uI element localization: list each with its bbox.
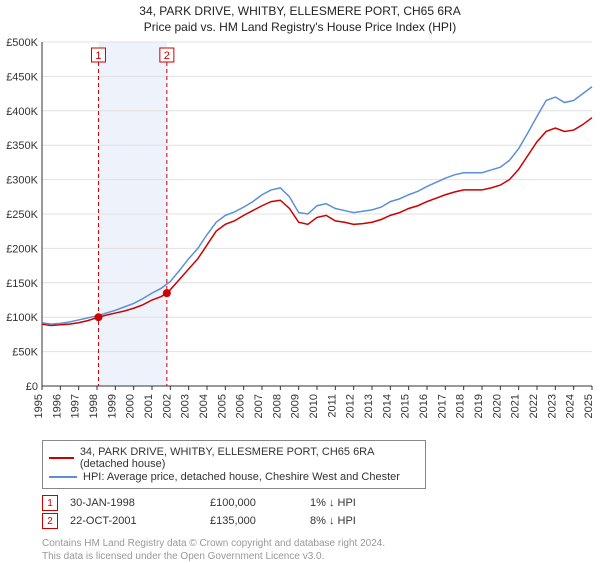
svg-text:1997: 1997 bbox=[70, 394, 82, 418]
svg-text:2010: 2010 bbox=[308, 394, 320, 418]
svg-text:£150K: £150K bbox=[6, 278, 38, 290]
svg-text:£250K: £250K bbox=[6, 209, 38, 221]
svg-text:2004: 2004 bbox=[198, 394, 210, 418]
svg-text:£400K: £400K bbox=[6, 106, 38, 118]
svg-text:2024: 2024 bbox=[565, 394, 577, 418]
legend-swatch bbox=[49, 476, 77, 478]
svg-text:2023: 2023 bbox=[546, 394, 558, 418]
legend-label: 34, PARK DRIVE, WHITBY, ELLESMERE PORT, … bbox=[80, 446, 419, 470]
svg-text:1: 1 bbox=[95, 50, 101, 62]
chart-title: 34, PARK DRIVE, WHITBY, ELLESMERE PORT, … bbox=[0, 4, 600, 18]
svg-text:2025: 2025 bbox=[583, 394, 595, 418]
svg-text:2008: 2008 bbox=[271, 394, 283, 418]
svg-text:2018: 2018 bbox=[455, 394, 467, 418]
svg-text:£0: £0 bbox=[26, 381, 38, 393]
svg-text:2019: 2019 bbox=[473, 394, 485, 418]
svg-text:2003: 2003 bbox=[180, 394, 192, 418]
sale-row: 1 30-JAN-1998£100,0001% ↓ HPI bbox=[42, 495, 600, 511]
svg-text:2007: 2007 bbox=[253, 394, 265, 418]
footer-line-2: This data is licensed under the Open Gov… bbox=[42, 550, 600, 563]
svg-text:2006: 2006 bbox=[235, 394, 247, 418]
sale-date: 30-JAN-1998 bbox=[70, 497, 210, 509]
svg-text:£200K: £200K bbox=[6, 243, 38, 255]
sale-date: 22-OCT-2001 bbox=[70, 515, 210, 527]
svg-text:2015: 2015 bbox=[400, 394, 412, 418]
legend: 34, PARK DRIVE, WHITBY, ELLESMERE PORT, … bbox=[42, 440, 426, 489]
chart-titles: 34, PARK DRIVE, WHITBY, ELLESMERE PORT, … bbox=[0, 0, 600, 34]
svg-text:2012: 2012 bbox=[345, 394, 357, 418]
footer-line-1: Contains HM Land Registry data © Crown c… bbox=[42, 537, 600, 550]
svg-text:2005: 2005 bbox=[216, 394, 228, 418]
sale-price: £100,000 bbox=[210, 497, 310, 509]
svg-text:1999: 1999 bbox=[106, 394, 118, 418]
legend-item: HPI: Average price, detached house, Ches… bbox=[49, 471, 419, 483]
sale-diff: 8% ↓ HPI bbox=[310, 515, 410, 527]
svg-text:2022: 2022 bbox=[528, 394, 540, 418]
svg-text:2009: 2009 bbox=[290, 394, 302, 418]
svg-text:£350K: £350K bbox=[6, 140, 38, 152]
svg-text:2021: 2021 bbox=[510, 394, 522, 418]
sale-marker: 1 bbox=[42, 495, 58, 511]
svg-text:£100K: £100K bbox=[6, 312, 38, 324]
price-chart: £0 £50K £100K £150K £200K £250K £300K £350K £400… bbox=[0, 34, 600, 434]
sale-row: 2 22-OCT-2001£135,0008% ↓ HPI bbox=[42, 513, 600, 529]
svg-text:2017: 2017 bbox=[436, 394, 448, 418]
svg-text:£50K: £50K bbox=[12, 347, 38, 359]
sale-price: £135,000 bbox=[210, 515, 310, 527]
chart-subtitle: Price paid vs. HM Land Registry's House … bbox=[0, 20, 600, 34]
svg-text:2: 2 bbox=[164, 50, 170, 62]
svg-text:2020: 2020 bbox=[491, 394, 503, 418]
svg-text:2000: 2000 bbox=[125, 394, 137, 418]
svg-text:2001: 2001 bbox=[143, 394, 155, 418]
sale-diff: 1% ↓ HPI bbox=[310, 497, 410, 509]
legend-swatch bbox=[49, 457, 74, 459]
chart-area: £0 £50K £100K £150K £200K £250K £300K £350K £400… bbox=[0, 34, 600, 434]
svg-text:£500K: £500K bbox=[6, 37, 38, 49]
svg-text:2011: 2011 bbox=[326, 394, 338, 418]
svg-text:2002: 2002 bbox=[161, 394, 173, 418]
sales-table: 1 30-JAN-1998£100,0001% ↓ HPI 2 22-OCT-2001… bbox=[42, 495, 600, 529]
svg-text:£450K: £450K bbox=[6, 71, 38, 83]
svg-text:1996: 1996 bbox=[51, 394, 63, 418]
sale-marker: 2 bbox=[42, 513, 58, 529]
svg-text:2014: 2014 bbox=[381, 394, 393, 418]
legend-item: 34, PARK DRIVE, WHITBY, ELLESMERE PORT, … bbox=[49, 446, 419, 470]
legend-label: HPI: Average price, detached house, Ches… bbox=[83, 471, 400, 483]
svg-text:1998: 1998 bbox=[88, 394, 100, 418]
footer: Contains HM Land Registry data © Crown c… bbox=[42, 537, 600, 563]
svg-text:2016: 2016 bbox=[418, 394, 430, 418]
svg-text:£300K: £300K bbox=[6, 175, 38, 187]
svg-text:1995: 1995 bbox=[33, 394, 45, 418]
svg-text:2013: 2013 bbox=[363, 394, 375, 418]
